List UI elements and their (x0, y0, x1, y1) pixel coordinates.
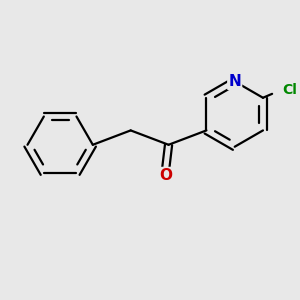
Text: Cl: Cl (283, 83, 297, 97)
Text: O: O (159, 168, 172, 183)
Text: N: N (228, 74, 241, 89)
